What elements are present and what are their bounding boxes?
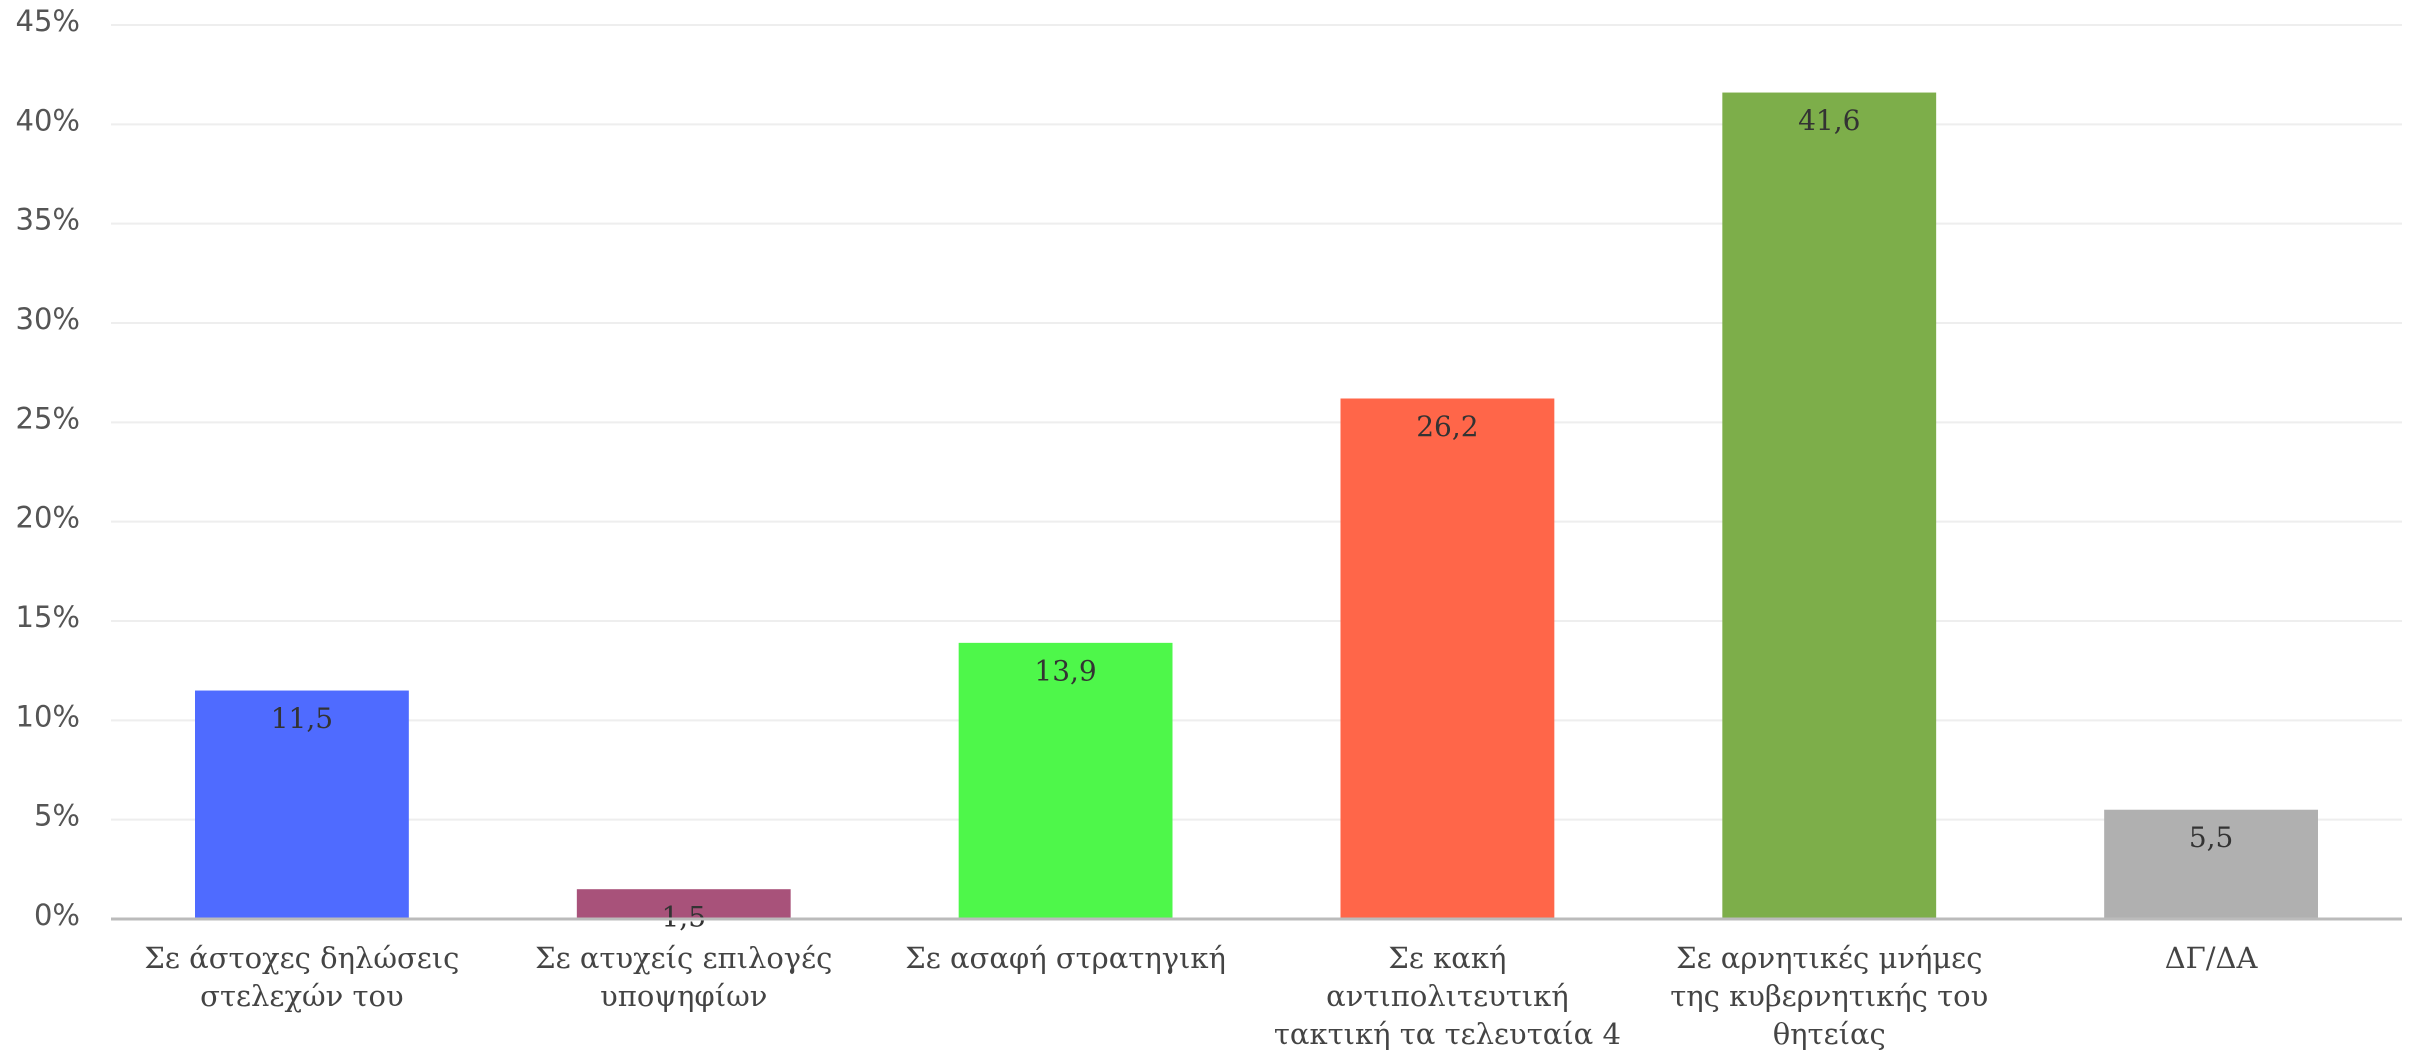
x-tick-label: ΔΓ/ΔΑ xyxy=(2165,941,2259,975)
y-tick-label: 0% xyxy=(34,898,80,932)
x-tick-label: Σε αρνητικές μνήμες της κυβερνητικής του θ… xyxy=(1670,941,1988,1051)
value-label: 41,6 xyxy=(1798,104,1860,137)
bar xyxy=(958,642,1173,919)
value-label: 13,9 xyxy=(1034,654,1096,687)
value-label: 26,2 xyxy=(1416,410,1478,443)
x-tick-label: Σε ατυχείς επιλογές υποψηφίων xyxy=(535,941,832,1013)
y-tick-label: 25% xyxy=(16,401,80,435)
y-tick-label: 40% xyxy=(16,103,80,137)
value-label: 5,5 xyxy=(2189,821,2234,854)
x-tick-label: Σε ασαφή στρατηγική xyxy=(905,941,1226,975)
y-tick-label: 5% xyxy=(34,799,80,833)
y-tick-label: 35% xyxy=(16,203,80,237)
bar xyxy=(1340,398,1555,919)
y-tick-label: 15% xyxy=(16,600,80,634)
y-tick-label: 30% xyxy=(16,302,80,336)
x-tick-label: Σε κακή αντιπολιτευτική τακτική τα τελευτα… xyxy=(1274,941,1621,1051)
x-tick-label: Σε άστοχες δηλώσεις στελεχών του xyxy=(144,941,459,1013)
bar xyxy=(195,690,409,919)
bar xyxy=(1722,92,1937,919)
y-tick-label: 10% xyxy=(16,699,80,733)
bar xyxy=(576,889,791,919)
bar xyxy=(2104,809,2318,919)
value-label: 11,5 xyxy=(271,702,333,735)
value-label: 1,5 xyxy=(661,901,706,934)
y-tick-label: 45% xyxy=(16,4,80,38)
y-tick-label: 20% xyxy=(16,501,80,535)
